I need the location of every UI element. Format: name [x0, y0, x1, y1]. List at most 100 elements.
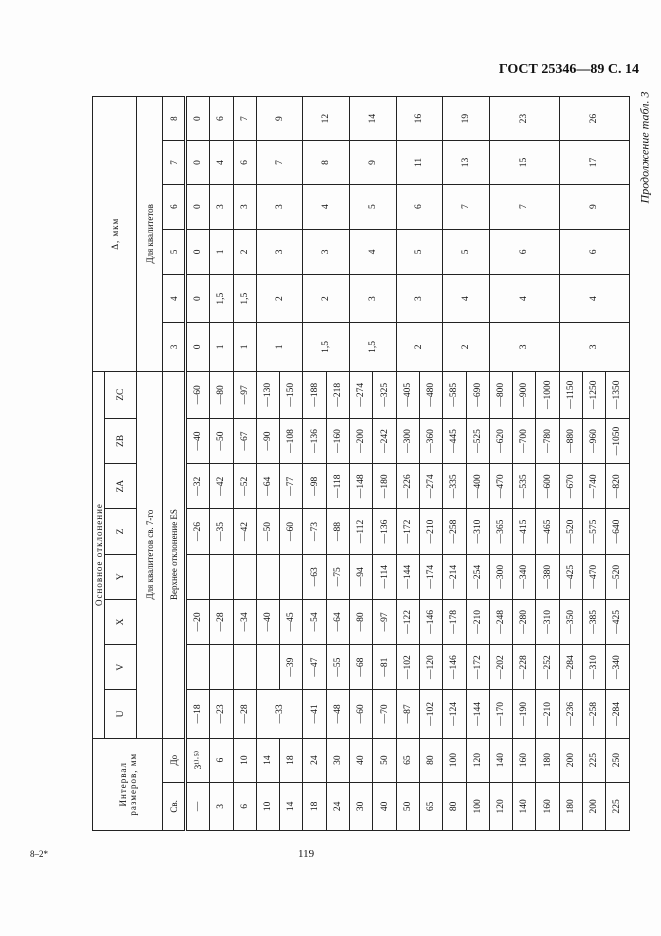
deviation-y-value: —144 — [396, 554, 420, 600]
size-to: 80 — [419, 738, 443, 783]
deviation-y-value: —380 — [535, 554, 560, 600]
deviation-za-value: —42 — [209, 463, 234, 509]
deviation-z-value: —60 — [279, 508, 303, 555]
deviation-v-value: —284 — [559, 644, 583, 690]
delta-value: 3 — [559, 322, 630, 372]
deviation-y-value: —94 — [349, 554, 373, 600]
delta-value: 7 — [256, 140, 303, 185]
delta-value: 5 — [442, 229, 490, 275]
deviation-za-value: —64 — [256, 463, 280, 509]
delta-value: 0 — [185, 229, 210, 275]
deviation-zc-value: —585 — [442, 371, 467, 419]
delta-value: 6 — [233, 140, 257, 185]
deviation-y-value — [185, 554, 210, 600]
deviation-zc-value: —480 — [419, 371, 443, 419]
size-from: 6 — [233, 782, 257, 831]
deviation-z-value: —42 — [233, 508, 257, 555]
delta-grade-header: 8 — [162, 96, 186, 141]
deviation-x-value: —248 — [489, 599, 513, 645]
deviation-x-value: —54 — [302, 599, 327, 645]
size-to: 120 — [466, 738, 490, 783]
delta-value: 14 — [349, 96, 397, 141]
deviation-zb-value: —160 — [326, 418, 350, 464]
delta-value: 1 — [209, 229, 234, 275]
delta-value: 4 — [489, 274, 560, 323]
deviation-v-value: —146 — [442, 644, 467, 690]
deviation-v-value: —252 — [535, 644, 560, 690]
deviation-u-value: —23 — [209, 689, 234, 739]
delta-value: 1 — [256, 322, 303, 372]
deviation-x-value: —178 — [442, 599, 467, 645]
deviation-u-value: —18 — [185, 689, 210, 739]
deviation-v-value: —202 — [489, 644, 513, 690]
delta-value: 0 — [185, 184, 210, 230]
deviation-x-value: —146 — [419, 599, 443, 645]
deviation-za-value: —535 — [512, 463, 536, 509]
deviation-za-value: —226 — [396, 463, 420, 509]
table-row: 120 140 —170 —202 —248 —300 —365 —470 —620 —800 3 4… — [489, 96, 560, 831]
deviation-x-value: —280 — [512, 599, 536, 645]
delta-value: 3 — [233, 184, 257, 230]
deviation-y-value: —254 — [466, 554, 490, 600]
delta-value: 7 — [233, 96, 257, 141]
deviation-y-value — [233, 554, 257, 600]
deviation-x-value: —28 — [209, 599, 234, 645]
deviation-zb-value: —136 — [302, 418, 327, 464]
deviation-zc-value: —1000 — [535, 371, 560, 419]
deviation-x-value: —425 — [605, 599, 630, 645]
page-number: 119 — [298, 848, 315, 860]
table-row: 18 24 —41 —47 —54 —63 —73 —98 —136 —188 1,5 2 3 4 8 12 — [302, 96, 350, 831]
deviation-zb-value: —242 — [372, 418, 397, 464]
size-from: 180 — [559, 782, 583, 831]
delta-value: 1,5 — [209, 274, 234, 323]
deviation-y-value: —340 — [512, 554, 536, 600]
size-from: 50 — [396, 782, 420, 831]
deviation-x-value: —34 — [233, 599, 257, 645]
delta-value: 7 — [489, 184, 560, 230]
deviation-v-value — [233, 644, 257, 690]
deviation-zc-value: —130 — [256, 371, 280, 419]
size-to: 24 — [302, 738, 327, 783]
size-from: 14 — [279, 782, 303, 831]
size-from: 30 — [349, 782, 373, 831]
delta-value: 4 — [302, 184, 350, 230]
deviation-zc-value: —900 — [512, 371, 536, 419]
deviation-x-value: —122 — [396, 599, 420, 645]
deviation-letter-header: X — [104, 599, 137, 645]
delta-value: 3 — [349, 274, 397, 323]
delta-value: 5 — [396, 229, 443, 275]
deviation-zb-value: —960 — [582, 418, 606, 464]
deviation-v-value: —102 — [396, 644, 420, 690]
size-from: 140 — [512, 782, 536, 831]
deviation-x-value: —385 — [582, 599, 606, 645]
deviation-u-value: —124 — [442, 689, 467, 739]
deviation-y-value — [209, 554, 234, 600]
deviation-zc-value: —405 — [396, 371, 420, 419]
delta-grade-header: 5 — [162, 229, 186, 275]
size-to: 18 — [279, 738, 303, 783]
delta-value: 6 — [396, 184, 443, 230]
table-row: 30 40 —60 —68 —80 —94 —112 —148 —200 —274 1,5 3 4 5 9 1… — [349, 96, 397, 831]
deviation-y-value: —425 — [559, 554, 583, 600]
grades-over-7-header: Для квалитетов св. 7-го — [136, 371, 163, 739]
deviation-za-value: —77 — [279, 463, 303, 509]
delta-grade-header: 7 — [162, 140, 186, 185]
delta-value: 0 — [185, 274, 210, 323]
from-column-header: Св. — [162, 782, 186, 831]
deviation-x-value: —45 — [279, 599, 303, 645]
deviation-u-value: —33 — [256, 689, 303, 739]
deviation-v-value: —81 — [372, 644, 397, 690]
size-to: 14 — [256, 738, 280, 783]
deviation-z-value: —415 — [512, 508, 536, 555]
delta-value: 8 — [302, 140, 350, 185]
deviation-z-value: —520 — [559, 508, 583, 555]
deviation-v-value: —47 — [302, 644, 327, 690]
interval-header: Интервал размеров, мм — [92, 738, 163, 831]
delta-value: 2 — [302, 274, 350, 323]
deviation-u-value: —41 — [302, 689, 327, 739]
deviation-zc-value: —218 — [326, 371, 350, 419]
size-to: 250 — [605, 738, 630, 783]
deviation-z-value: —26 — [185, 508, 210, 555]
deviation-u-value: —190 — [512, 689, 536, 739]
